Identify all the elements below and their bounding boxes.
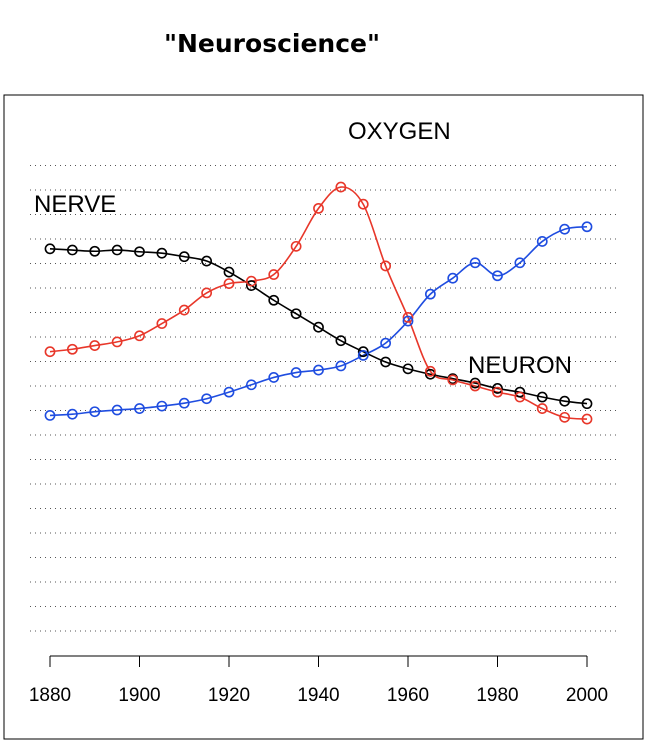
data-point-neuron: [268, 372, 280, 383]
series-line-oxygen: [49, 186, 588, 420]
data-point-oxygen: [357, 198, 369, 210]
data-point-oxygen: [201, 287, 213, 299]
data-point-nerve: [245, 280, 257, 291]
data-point-neuron: [178, 397, 190, 409]
data-point-oxygen: [89, 340, 101, 351]
data-point-neuron: [201, 393, 213, 405]
data-point-neuron: [335, 360, 347, 372]
data-point-oxygen: [514, 391, 526, 403]
data-point-oxygen: [313, 202, 324, 214]
series-lines: [49, 186, 588, 420]
data-point-nerve: [223, 266, 235, 278]
gridlines: [30, 165, 618, 632]
data-point-oxygen: [111, 336, 123, 348]
data-point-neuron: [313, 364, 324, 376]
data-point-nerve: [313, 321, 324, 333]
data-point-nerve: [469, 377, 481, 389]
data-point-nerve: [201, 255, 213, 267]
data-point-nerve: [290, 308, 302, 320]
x-tick-label: 1960: [387, 685, 429, 706]
data-point-oxygen: [581, 413, 593, 425]
data-point-nerve: [536, 391, 548, 403]
data-point-oxygen: [559, 411, 571, 423]
data-point-oxygen: [268, 269, 280, 280]
data-point-oxygen: [134, 330, 145, 342]
series-label-nerve: NERVE: [34, 191, 116, 218]
data-point-neuron: [66, 408, 78, 420]
x-axis: 1880 1900 1920 1940 1960 1980 2000: [29, 655, 608, 706]
data-point-neuron: [44, 409, 56, 421]
x-tick-label: 1920: [208, 685, 250, 706]
data-point-oxygen: [156, 318, 168, 329]
data-point-oxygen: [492, 386, 503, 398]
data-point-oxygen: [469, 380, 481, 392]
data-point-neuron: [290, 367, 302, 378]
data-point-nerve: [514, 386, 526, 398]
data-point-nerve: [89, 245, 101, 257]
data-point-neuron: [424, 288, 436, 300]
data-point-oxygen: [402, 311, 414, 323]
data-point-nerve: [156, 247, 168, 259]
series-label-neuron: NEURON: [468, 352, 572, 379]
data-point-neuron: [111, 404, 123, 416]
series-label-oxygen: OXYGEN: [348, 118, 451, 145]
data-point-nerve: [134, 246, 145, 258]
data-point-nerve: [335, 335, 347, 347]
data-point-neuron: [514, 257, 526, 269]
data-point-neuron: [134, 403, 145, 414]
data-point-nerve: [581, 398, 593, 410]
data-point-oxygen: [290, 240, 302, 252]
data-point-neuron: [357, 349, 369, 361]
data-point-neuron: [536, 236, 548, 247]
data-point-neuron: [223, 386, 235, 398]
data-point-neuron: [581, 221, 593, 233]
data-point-nerve: [178, 251, 190, 263]
x-tick-label: 2000: [566, 685, 608, 706]
x-tick-label: 1980: [476, 685, 518, 706]
data-point-neuron: [447, 272, 459, 284]
data-point-nerve: [357, 346, 369, 358]
data-point-nerve: [66, 244, 78, 256]
data-point-oxygen: [44, 346, 56, 358]
data-point-oxygen: [245, 275, 257, 287]
data-point-nerve: [402, 363, 414, 375]
series-line-neuron: [49, 225, 588, 417]
series-line-nerve: [49, 248, 588, 405]
data-point-nerve: [268, 294, 280, 306]
data-point-neuron: [559, 223, 571, 235]
data-point-oxygen: [536, 403, 548, 414]
data-point-nerve: [492, 383, 503, 394]
data-point-neuron: [89, 406, 101, 418]
data-point-neuron: [402, 315, 414, 327]
data-point-oxygen: [178, 304, 190, 316]
data-point-nerve: [111, 244, 123, 256]
x-tick-label: 1880: [29, 685, 71, 706]
data-point-neuron: [469, 257, 481, 269]
data-point-nerve: [424, 368, 436, 380]
data-point-oxygen: [66, 343, 78, 355]
data-point-neuron: [492, 270, 503, 282]
x-tick-label: 1940: [297, 685, 339, 706]
data-point-nerve: [44, 243, 56, 255]
data-point-neuron: [156, 400, 168, 412]
chart-title: "Neuroscience": [164, 29, 380, 58]
data-point-oxygen: [424, 365, 436, 377]
x-tick-label: 1900: [118, 685, 160, 706]
data-point-nerve: [380, 356, 392, 368]
data-point-neuron: [380, 337, 392, 349]
plot-border: [3, 94, 644, 740]
data-point-oxygen: [447, 374, 459, 386]
data-point-oxygen: [335, 181, 347, 193]
data-point-oxygen: [223, 278, 235, 289]
data-point-nerve: [559, 395, 571, 407]
data-point-oxygen: [380, 260, 392, 272]
data-point-neuron: [245, 379, 257, 391]
series-points: [44, 181, 593, 425]
